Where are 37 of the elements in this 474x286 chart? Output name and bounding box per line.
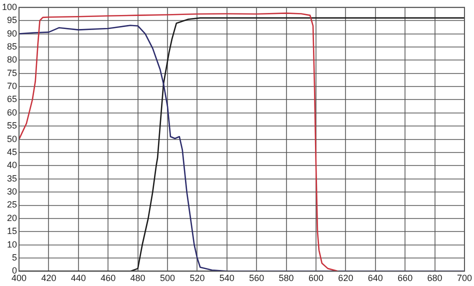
x-tick-label: 480 [130,273,146,284]
y-tick-label: 35 [7,173,18,184]
y-tick-label: 50 [7,134,18,144]
x-tick-label: 580 [278,273,294,284]
x-tick-label: 660 [398,273,413,284]
y-tick-label: 80 [7,54,18,65]
x-tick-label: 700 [456,273,472,284]
y-tick-label: 15 [7,226,18,236]
x-tick-label: 680 [427,273,442,284]
y-tick-label: 85 [7,41,18,52]
x-tick-label: 460 [100,273,116,284]
y-tick-label: 0 [12,266,18,276]
y-tick-label: 100 [2,2,18,12]
y-tick-label: 40 [7,160,18,170]
x-tick-label: 640 [368,273,383,284]
y-tick-label: 20 [7,212,18,223]
x-tick-label: 520 [190,273,205,284]
y-tick-label: 25 [7,200,18,210]
x-tick-label: 500 [160,273,176,284]
y-tick-label: 95 [7,15,18,26]
x-tick-label: 560 [249,273,264,284]
y-tick-label: 30 [7,186,18,197]
y-tick-label: 90 [7,28,18,38]
y-tick-label: 75 [7,68,18,78]
y-tick-label: 60 [7,107,18,118]
y-tick-label: 5 [12,252,18,262]
x-tick-label: 540 [219,273,234,284]
x-tick-label: 440 [70,273,86,284]
y-tick-label: 10 [7,239,18,250]
y-tick-label: 55 [7,120,18,131]
y-tick-label: 65 [7,94,18,104]
x-tick-label: 400 [12,273,27,284]
x-tick-label: 600 [308,273,324,284]
y-tick-label: 70 [7,81,18,92]
x-tick-label: 620 [338,273,354,284]
x-tick-label: 420 [41,273,56,284]
y-tick-label: 45 [7,146,18,157]
